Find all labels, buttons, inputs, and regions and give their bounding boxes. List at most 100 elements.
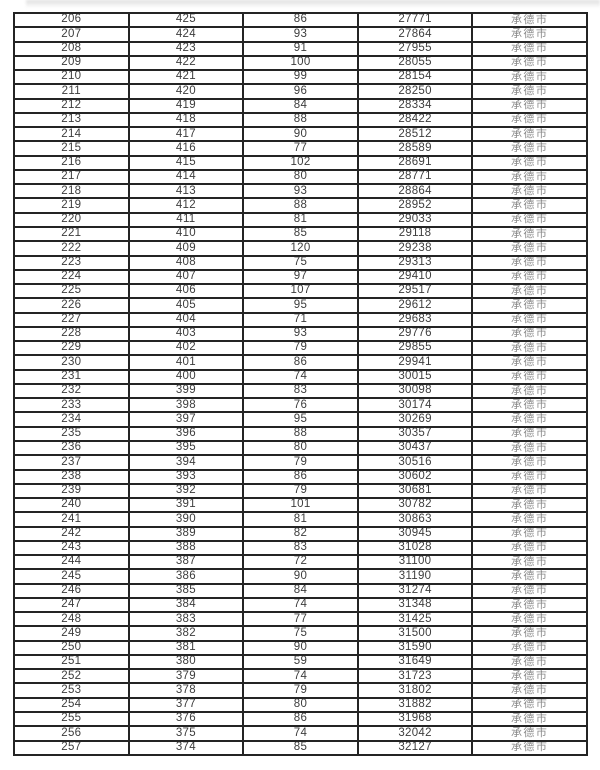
count-cell: 102	[242, 154, 359, 171]
score-cell: 396	[127, 425, 245, 442]
rank-cell: 215	[13, 140, 130, 157]
cumulative-cell: 29118	[356, 225, 474, 243]
table-row: 226 405 95 29612 承德市	[13, 297, 588, 314]
score-cell: 395	[127, 439, 245, 457]
city-cell: 承德市	[471, 69, 588, 86]
cumulative-cell: 28055	[356, 54, 474, 72]
cumulative-cell: 31802	[356, 682, 474, 699]
table-row: 255 376 86 31968 承德市	[13, 710, 588, 728]
count-cell: 93	[242, 26, 359, 43]
count-cell: 74	[242, 368, 359, 385]
score-cell: 390	[127, 511, 245, 528]
cumulative-cell: 28589	[356, 140, 474, 157]
rank-cell: 241	[13, 511, 130, 528]
count-cell: 95	[242, 297, 359, 314]
rank-cell: 236	[13, 439, 130, 457]
count-cell: 100	[242, 54, 359, 72]
cumulative-cell: 32127	[356, 739, 474, 757]
count-cell: 93	[242, 325, 359, 343]
score-cell: 406	[127, 283, 245, 300]
city-cell: 承德市	[471, 668, 588, 685]
table-row: 249 382 75 31500 承德市	[13, 625, 588, 642]
cumulative-cell: 30098	[356, 382, 474, 400]
rank-cell: 257	[13, 739, 130, 757]
rank-cell: 252	[13, 668, 130, 685]
cumulative-cell: 30269	[356, 411, 474, 428]
rank-cell: 221	[13, 225, 130, 243]
city-cell: 承德市	[471, 725, 588, 742]
rank-cell: 246	[13, 582, 130, 599]
city-cell: 承德市	[471, 639, 588, 656]
score-cell: 388	[127, 539, 245, 557]
count-cell: 79	[242, 454, 359, 471]
count-cell: 74	[242, 596, 359, 614]
rank-cell: 209	[13, 54, 130, 72]
score-cell: 418	[127, 111, 245, 129]
score-cell: 384	[127, 596, 245, 614]
count-cell: 97	[242, 268, 359, 286]
city-cell: 承德市	[471, 439, 588, 457]
count-cell: 83	[242, 382, 359, 400]
table-row: 232 399 83 30098 承德市	[13, 382, 588, 400]
rank-cell: 235	[13, 425, 130, 442]
table-body: 206 425 86 27771 承德市 207 424 93 27864 承德市 208 423 91…	[13, 11, 588, 757]
table-row: 212 419 84 28334 承德市	[13, 97, 588, 114]
cumulative-cell: 30516	[356, 454, 474, 471]
score-cell: 417	[127, 126, 245, 143]
count-cell: 79	[242, 340, 359, 357]
cumulative-cell: 28864	[356, 183, 474, 200]
score-cell: 377	[127, 696, 245, 714]
score-cell: 391	[127, 497, 245, 514]
rank-cell: 229	[13, 340, 130, 357]
cumulative-cell: 28691	[356, 154, 474, 171]
count-cell: 90	[242, 639, 359, 656]
count-cell: 120	[242, 240, 359, 257]
table-row: 240 391 101 30782 承德市	[13, 497, 588, 514]
cumulative-cell: 29313	[356, 254, 474, 271]
cumulative-cell: 31649	[356, 653, 474, 671]
table-row: 231 400 74 30015 承德市	[13, 368, 588, 385]
count-cell: 75	[242, 625, 359, 642]
table-row: 230 401 86 29941 承德市	[13, 354, 588, 371]
city-cell: 承德市	[471, 653, 588, 671]
rank-cell: 208	[13, 40, 130, 57]
count-cell: 86	[242, 710, 359, 728]
city-cell: 承德市	[471, 325, 588, 343]
city-cell: 承德市	[471, 54, 588, 72]
count-cell: 91	[242, 40, 359, 57]
city-cell: 承德市	[471, 211, 588, 229]
rank-cell: 219	[13, 197, 130, 214]
score-cell: 397	[127, 411, 245, 428]
count-cell: 88	[242, 111, 359, 129]
count-cell: 76	[242, 397, 359, 414]
score-cell: 402	[127, 340, 245, 357]
score-cell: 387	[127, 554, 245, 571]
count-cell: 71	[242, 311, 359, 328]
count-cell: 88	[242, 197, 359, 214]
table-row: 242 389 82 30945 承德市	[13, 525, 588, 542]
rank-cell: 231	[13, 368, 130, 385]
city-cell: 承德市	[471, 582, 588, 599]
rank-cell: 243	[13, 539, 130, 557]
cumulative-cell: 31028	[356, 539, 474, 557]
rank-cell: 216	[13, 154, 130, 171]
rank-cell: 218	[13, 183, 130, 200]
city-cell: 承德市	[471, 468, 588, 485]
cumulative-cell: 31500	[356, 625, 474, 642]
cumulative-cell: 30863	[356, 511, 474, 528]
table-row: 219 412 88 28952 承德市	[13, 197, 588, 214]
count-cell: 84	[242, 97, 359, 114]
score-cell: 381	[127, 639, 245, 656]
count-cell: 79	[242, 682, 359, 699]
count-cell: 77	[242, 140, 359, 157]
table-row: 237 394 79 30516 承德市	[13, 454, 588, 471]
cumulative-cell: 28154	[356, 69, 474, 86]
cumulative-cell: 28771	[356, 168, 474, 186]
rank-cell: 220	[13, 211, 130, 229]
score-cell: 407	[127, 268, 245, 286]
city-cell: 承德市	[471, 111, 588, 129]
count-cell: 74	[242, 725, 359, 742]
score-cell: 410	[127, 225, 245, 243]
cumulative-cell: 27955	[356, 40, 474, 57]
table-row: 234 397 95 30269 承德市	[13, 411, 588, 428]
